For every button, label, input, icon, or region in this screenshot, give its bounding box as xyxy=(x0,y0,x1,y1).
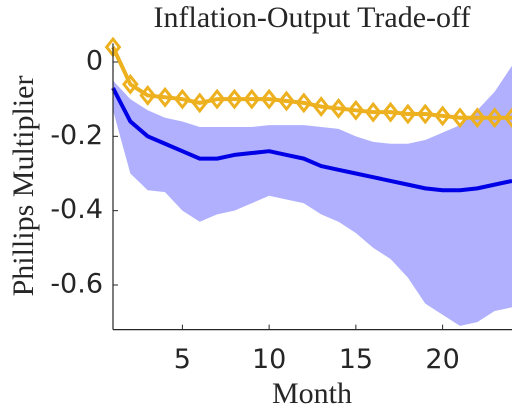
y-axis-label: Phillips Multiplier xyxy=(7,76,40,297)
marker xyxy=(243,88,261,110)
x-tick-label: 10 xyxy=(252,344,286,375)
confidence-band xyxy=(113,65,512,326)
marker xyxy=(364,101,382,123)
marker xyxy=(191,92,209,114)
series-line xyxy=(111,46,512,120)
series-line xyxy=(111,87,512,193)
y-tick-label: -0.4 xyxy=(50,194,103,225)
x-tick-label: 15 xyxy=(339,344,373,375)
marker xyxy=(156,86,174,108)
marker xyxy=(399,103,417,125)
marker xyxy=(312,96,330,117)
marker xyxy=(174,88,191,110)
marker xyxy=(347,99,365,121)
x-tick-label: 5 xyxy=(174,344,191,375)
marker xyxy=(503,107,512,129)
marker xyxy=(486,107,503,129)
marker xyxy=(416,103,434,125)
marker xyxy=(260,88,278,110)
marker xyxy=(434,105,451,127)
y-tick-label: -0.6 xyxy=(50,268,103,299)
marker xyxy=(208,88,226,110)
marker xyxy=(468,107,486,129)
marker xyxy=(295,92,313,114)
x-tick-label: 20 xyxy=(425,344,459,375)
marker xyxy=(382,101,399,123)
marker xyxy=(139,85,157,106)
chart-title: Inflation-Output Trade-off xyxy=(154,1,471,34)
x-axis-label: Month xyxy=(272,377,352,410)
marker xyxy=(330,98,347,119)
marker xyxy=(278,90,295,112)
marker xyxy=(226,88,243,110)
marker xyxy=(451,107,469,129)
y-tick-label: 0 xyxy=(86,45,103,76)
y-tick-label: -0.2 xyxy=(50,120,103,151)
marker xyxy=(122,73,139,95)
